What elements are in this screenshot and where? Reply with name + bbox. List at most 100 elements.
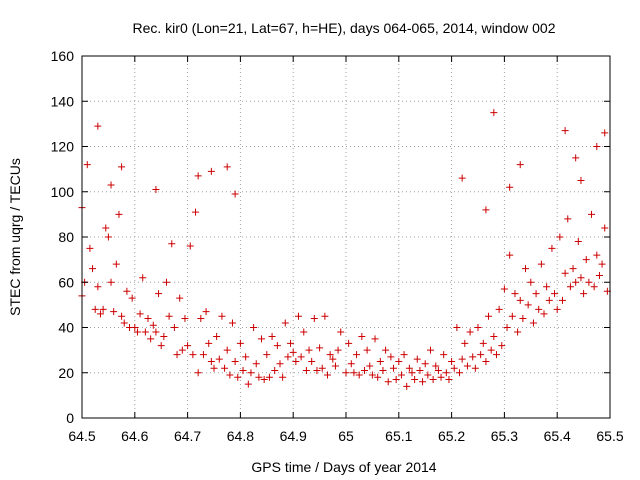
data-point [112,260,120,268]
data-point [503,324,511,331]
data-point [392,376,400,384]
data-point [540,310,548,318]
grid-lines [82,56,610,418]
data-point [440,351,448,359]
data-point [371,335,379,343]
data-points [78,109,611,390]
data-point [189,351,197,359]
data-point [263,351,271,359]
data-point [297,353,305,361]
data-point [593,143,601,150]
x-tick-label: 65.1 [385,428,412,444]
data-point [284,353,292,361]
data-point [569,265,577,273]
data-point [582,256,590,264]
data-point [432,362,440,370]
data-point [474,324,482,331]
data-point [110,308,118,316]
axis-ticks [81,55,611,419]
data-point [397,371,405,379]
data-point [255,373,263,381]
data-point [500,285,508,293]
data-point [226,371,234,379]
data-point [329,355,337,363]
data-point [477,351,485,359]
data-point [368,371,376,379]
data-point [144,314,152,322]
data-point [194,172,202,180]
x-tick-label: 65.2 [438,428,465,444]
data-point [429,376,437,384]
data-point [374,373,382,381]
data-point [173,351,181,359]
data-point [558,296,566,304]
data-point [155,290,163,298]
data-point [96,310,104,318]
data-point [360,366,368,374]
data-point [260,376,268,384]
data-point [300,328,308,336]
data-point [258,335,266,343]
data-point [350,369,358,377]
data-point [408,369,416,377]
data-point [490,333,498,341]
data-point [495,305,503,313]
data-point [498,342,506,350]
data-point [316,344,324,352]
data-point [268,333,276,341]
data-point [231,357,239,365]
data-point [490,109,498,117]
data-point [376,357,384,365]
data-point [366,362,374,370]
data-point [400,351,408,359]
data-point [355,371,363,379]
data-point [89,265,97,273]
data-point [405,364,413,372]
data-point [593,251,601,259]
data-point [165,312,173,320]
data-point [434,366,442,374]
data-point [147,335,155,343]
data-point [445,376,453,384]
data-point [184,342,192,350]
data-point [133,328,141,336]
data-point [199,351,207,359]
data-point [334,346,342,354]
data-point [461,339,469,347]
data-point [535,305,543,313]
data-point [247,369,255,377]
data-point [128,294,136,302]
data-point [326,351,334,359]
y-tick-labels: 0 20 40 60 80 100 120 140 160 [51,48,75,426]
data-point [522,265,530,273]
data-point [231,190,239,198]
data-point [279,373,287,381]
data-point [471,364,479,372]
data-point [273,342,281,350]
data-point [118,312,126,320]
data-point [207,167,215,175]
data-point [556,233,564,241]
data-point [139,274,147,282]
data-point [437,373,445,381]
data-point [223,163,231,171]
data-point [181,314,189,322]
data-point [448,357,456,365]
data-point [223,346,231,354]
data-point [482,206,490,214]
data-point [572,154,580,162]
data-point [588,210,596,218]
data-point [561,127,569,135]
data-point [395,357,403,365]
data-point [416,366,424,374]
data-point [91,305,99,313]
data-point [120,319,128,327]
data-point [572,278,580,286]
data-point [287,339,295,347]
data-point [411,376,419,384]
data-point [590,283,598,291]
data-point [244,380,252,388]
data-point [271,366,279,374]
data-point [458,355,466,363]
